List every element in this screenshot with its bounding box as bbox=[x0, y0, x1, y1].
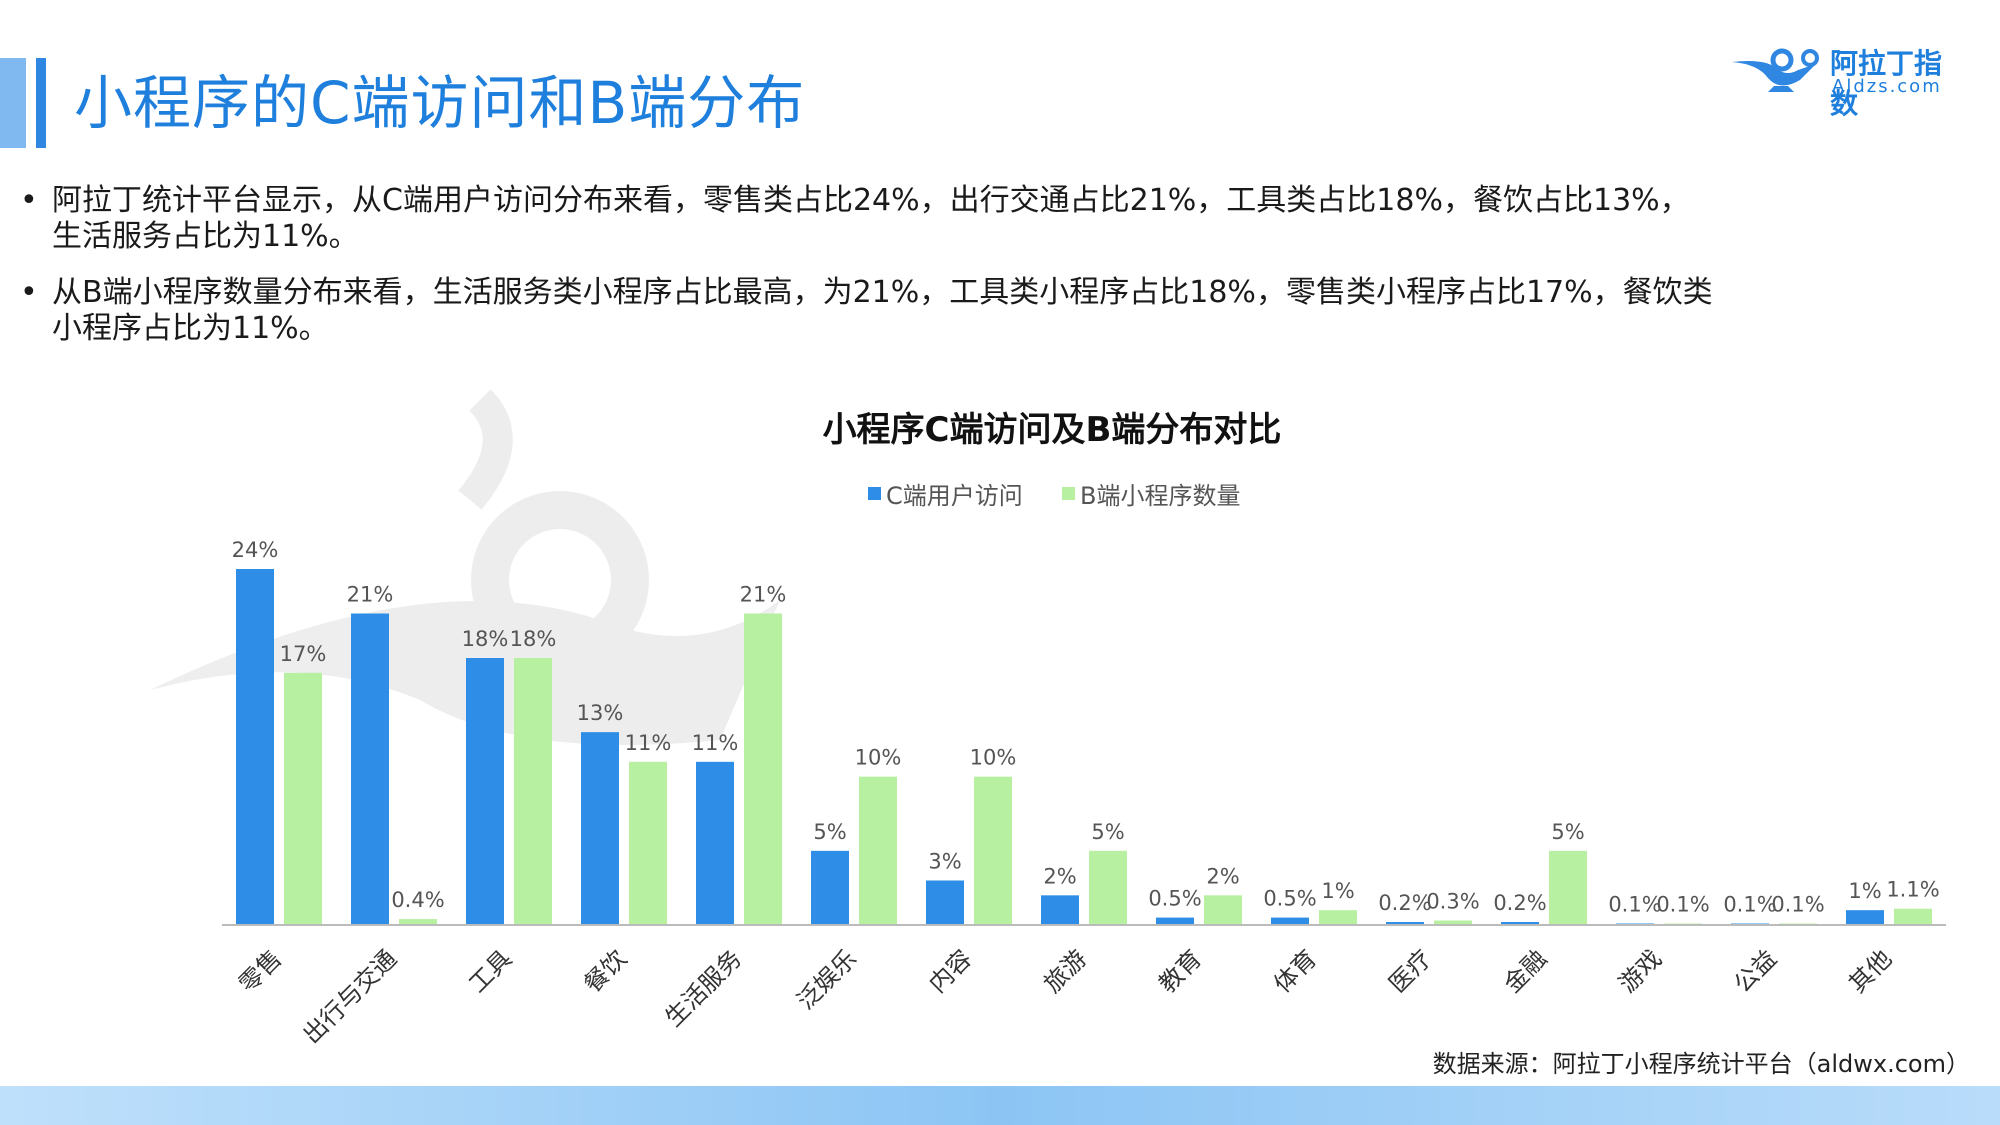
x-tick-label: 泛娱乐 bbox=[792, 944, 863, 1015]
bar-b-count bbox=[1434, 920, 1472, 925]
bar-c-visits bbox=[1041, 895, 1079, 925]
bar-chart: 小程序C端访问及B端分布对比 C端用户访问 B端小程序数量 24% 17% 21% 0.… bbox=[150, 389, 1946, 1049]
bar-b-count bbox=[859, 776, 897, 925]
data-label: 18% bbox=[462, 627, 509, 651]
bar-b-count bbox=[1089, 850, 1127, 925]
bar-c-visits bbox=[696, 761, 734, 925]
bar-c-visits bbox=[236, 569, 274, 925]
logo-domain: Aldzs.com bbox=[1832, 76, 1942, 97]
bar-c-visits bbox=[466, 658, 504, 925]
data-label: 0.2% bbox=[1378, 891, 1431, 915]
bar-b-count bbox=[399, 919, 437, 925]
brand-logo: 阿拉丁指数 Aldzs.com bbox=[1728, 40, 1968, 120]
data-label: 10% bbox=[970, 746, 1017, 770]
data-label: 17% bbox=[280, 642, 327, 666]
watermark-logo bbox=[150, 389, 780, 745]
summary-bullets: 阿拉丁统计平台显示，从C端用户访问分布来看，零售类占比24%，出行交通占比21%… bbox=[20, 183, 1920, 367]
bar-b-count bbox=[1549, 850, 1587, 925]
bar-b-count bbox=[744, 613, 782, 925]
data-label: 0.5% bbox=[1148, 887, 1201, 911]
data-label: 21% bbox=[347, 583, 394, 607]
bar-c-visits bbox=[1846, 910, 1884, 925]
data-source: 数据来源：阿拉丁小程序统计平台（aldwx.com） bbox=[1432, 1050, 1970, 1078]
data-label: 24% bbox=[232, 538, 279, 562]
bullet-item: 从B端小程序数量分布来看，生活服务类小程序占比最高，为21%，工具类小程序占比1… bbox=[20, 275, 1920, 347]
data-label: 1.1% bbox=[1886, 878, 1939, 902]
logo-text: 阿拉丁指数 bbox=[1830, 47, 1943, 120]
x-tick-label: 医疗 bbox=[1384, 944, 1438, 998]
bars-group: 24%17%21%0.4%18% 18%13%11% 11%21%5%10%3%10… bbox=[232, 538, 1940, 925]
data-label: 5% bbox=[813, 820, 846, 844]
x-tick-label: 零售 bbox=[234, 944, 288, 998]
title-accent-bar-dark bbox=[36, 58, 46, 148]
bar-c-visits bbox=[351, 613, 389, 925]
bar-b-count bbox=[284, 672, 322, 925]
data-label: 11% bbox=[625, 731, 672, 755]
bullet-line: 小程序占比为11%。 bbox=[52, 311, 329, 346]
x-axis-labels: 零售 出行与交通 工具 餐饮 生活服务 泛娱乐 内容 旅游 教育 体育 医疗 金融 游戏 公益 其他 bbox=[234, 944, 1898, 1049]
x-tick-label: 公益 bbox=[1729, 944, 1783, 998]
data-label: 1% bbox=[1321, 879, 1354, 903]
bar-c-visits bbox=[581, 732, 619, 925]
bar-c-visits bbox=[1271, 917, 1309, 925]
bullet-line: 从B端小程序数量分布来看，生活服务类小程序占比最高，为21%，工具类小程序占比1… bbox=[52, 275, 1713, 310]
data-label: 0.2% bbox=[1493, 891, 1546, 915]
data-label: 0.1% bbox=[1608, 893, 1661, 917]
bar-c-visits bbox=[1501, 922, 1539, 925]
bar-c-visits bbox=[811, 850, 849, 925]
data-label: 5% bbox=[1551, 820, 1584, 844]
data-label: 0.1% bbox=[1723, 893, 1776, 917]
bar-b-count bbox=[1204, 895, 1242, 925]
x-tick-label: 餐饮 bbox=[579, 944, 633, 998]
bullet-line: 生活服务占比为11%。 bbox=[52, 219, 359, 254]
x-tick-label: 生活服务 bbox=[660, 944, 748, 1032]
page-title: 小程序的C端访问和B端分布 bbox=[74, 69, 806, 137]
bar-c-visits bbox=[1386, 922, 1424, 925]
bar-b-count bbox=[514, 658, 552, 925]
x-tick-label: 其他 bbox=[1844, 944, 1898, 998]
bar-c-visits bbox=[926, 880, 964, 925]
x-tick-label: 游戏 bbox=[1614, 944, 1668, 998]
x-tick-label: 工具 bbox=[464, 944, 518, 998]
bar-b-count bbox=[629, 761, 667, 925]
data-label: 0.4% bbox=[391, 888, 444, 912]
data-label: 10% bbox=[855, 746, 902, 770]
legend-swatch bbox=[868, 487, 881, 500]
genie-lamp-icon bbox=[1732, 48, 1819, 92]
chart-legend: C端用户访问 B端小程序数量 bbox=[868, 482, 1240, 510]
footer-band bbox=[0, 1086, 2000, 1125]
data-label: 0.5% bbox=[1263, 887, 1316, 911]
data-label: 5% bbox=[1091, 820, 1124, 844]
title-accent-bar-light bbox=[0, 58, 26, 148]
data-label: 0.3% bbox=[1426, 890, 1479, 914]
bar-c-visits bbox=[1156, 917, 1194, 925]
data-label: 18% bbox=[510, 627, 557, 651]
x-tick-label: 旅游 bbox=[1039, 944, 1093, 998]
x-tick-label: 体育 bbox=[1269, 944, 1323, 998]
legend-swatch bbox=[1062, 487, 1075, 500]
bar-b-count bbox=[1894, 908, 1932, 925]
x-tick-label: 金融 bbox=[1499, 944, 1553, 998]
data-label: 21% bbox=[740, 583, 787, 607]
bullet-item: 阿拉丁统计平台显示，从C端用户访问分布来看，零售类占比24%，出行交通占比21%… bbox=[20, 183, 1920, 255]
x-tick-label: 内容 bbox=[924, 944, 978, 998]
bar-b-count bbox=[974, 776, 1012, 925]
data-label: 1% bbox=[1848, 879, 1881, 903]
legend-label: B端小程序数量 bbox=[1080, 482, 1240, 510]
bar-b-count bbox=[1319, 910, 1357, 925]
data-label: 2% bbox=[1206, 864, 1239, 888]
x-tick-label: 教育 bbox=[1154, 944, 1208, 998]
data-label: 3% bbox=[928, 850, 961, 874]
data-label: 11% bbox=[692, 731, 739, 755]
legend-label: C端用户访问 bbox=[886, 482, 1023, 510]
x-tick-label: 出行与交通 bbox=[298, 944, 403, 1049]
data-label: 0.1% bbox=[1656, 893, 1709, 917]
data-label: 2% bbox=[1043, 864, 1076, 888]
bullet-line: 阿拉丁统计平台显示，从C端用户访问分布来看，零售类占比24%，出行交通占比21%… bbox=[52, 183, 1690, 218]
data-label: 13% bbox=[577, 701, 624, 725]
chart-title: 小程序C端访问及B端分布对比 bbox=[823, 410, 1282, 450]
data-label: 0.1% bbox=[1771, 893, 1824, 917]
